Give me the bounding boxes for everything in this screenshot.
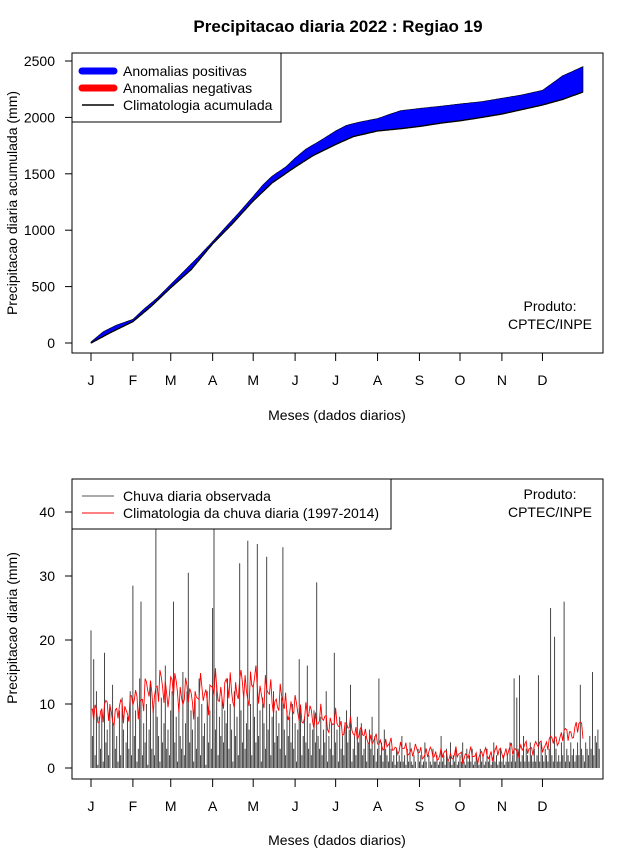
x-tick-label: A [373,372,383,388]
y-tick-label: 10 [39,696,55,712]
y-tick-label: 1000 [24,222,55,238]
x-tick-label: M [247,372,259,388]
x-tick-label: D [537,798,547,814]
credit-label: Produto: [524,298,577,314]
y-tick-label: 20 [39,632,55,648]
accumulated-panel: 0 500 1000 1500 2000 2500 J F M A M J J A S O N D Precip… [4,52,604,423]
daily-x-axis-label: Meses (dados diarios) [268,832,406,848]
x-tick-label: S [415,372,424,388]
y-tick-label: 0 [47,335,55,351]
x-tick-label: F [129,372,138,388]
observed-bars [90,512,600,768]
accumulated-x-axis-label: Meses (dados diarios) [268,407,406,423]
x-tick-label: M [247,798,259,814]
daily-y-axis-label: Precipitacao diaria (mm) [4,552,20,704]
x-tick-label: J [332,372,339,388]
accumulated-y-axis: 0 500 1000 1500 2000 2500 [24,53,73,351]
y-tick-label: 30 [39,568,55,584]
anomaly-area [90,66,584,344]
legend-label-climatology-daily: Climatologia da chuva diaria (1997-2014) [123,505,379,521]
accumulated-y-axis-label: Precipitacao diaria acumulada (mm) [4,91,20,315]
x-tick-label: J [292,798,299,814]
climatology-daily-line-group [90,665,584,765]
credit-label-bottom: Produto: [524,486,577,502]
credit-org: CPTEC/INPE [508,316,592,332]
credit-org-bottom: CPTEC/INPE [508,504,592,520]
legend-label-climatology: Climatologia acumulada [123,97,273,113]
daily-legend-box [71,478,392,530]
x-tick-label: J [88,372,95,388]
climatology-accumulated-line [90,91,584,344]
x-tick-label: A [208,798,218,814]
daily-panel: 0 10 20 30 40 J F M A M J J A S O N D Precipitacao diar… [4,478,604,848]
y-tick-label: 2000 [24,109,55,125]
y-tick-label: 1500 [24,166,55,182]
legend-label-negative: Anomalias negativas [123,80,252,96]
x-tick-label: M [165,798,177,814]
climatology-daily-line [90,665,584,765]
daily-y-axis: 0 10 20 30 40 [39,504,73,776]
y-tick-label: 500 [32,279,56,295]
x-tick-label: J [292,372,299,388]
x-tick-label: D [537,372,547,388]
x-tick-label: O [455,372,466,388]
y-tick-label: 40 [39,504,55,520]
x-tick-label: M [165,372,177,388]
daily-legend: Chuva diaria observada Climatologia da c… [71,478,392,530]
accumulated-legend: Anomalias positivas Anomalias negativas … [71,52,282,123]
x-tick-label: N [497,372,507,388]
y-tick-label: 0 [47,760,55,776]
y-tick-label: 2500 [24,53,55,69]
x-tick-label: A [373,798,383,814]
legend-label-observed: Chuva diaria observada [123,488,271,504]
x-tick-label: N [497,798,507,814]
x-tick-label: A [208,372,218,388]
x-tick-label: O [455,798,466,814]
chart-title: Precipitacao diaria 2022 : Regiao 19 [193,17,482,36]
x-tick-label: S [415,798,424,814]
x-tick-label: J [332,798,339,814]
x-tick-label: F [129,798,138,814]
legend-label-positive: Anomalias positivas [123,63,247,79]
x-tick-label: J [88,798,95,814]
